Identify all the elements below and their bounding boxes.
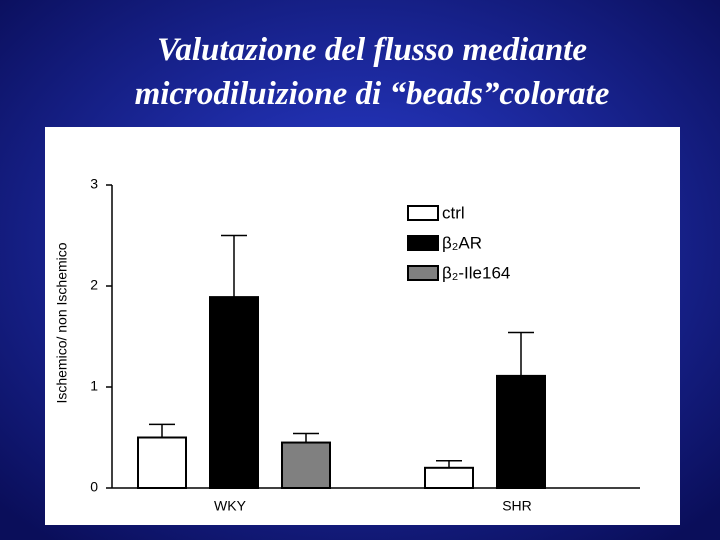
legend-label: β₂-Ile164 (442, 263, 510, 282)
y-axis-label: Ischemico/ non Ischemico (54, 242, 70, 403)
bar (496, 374, 546, 490)
y-tick-label: 3 (90, 176, 98, 192)
y-tick-label: 2 (90, 277, 98, 293)
legend-label: β₂AR (442, 233, 482, 252)
x-tick-label: WKY (214, 498, 247, 514)
bar (281, 441, 331, 489)
bar (424, 466, 474, 489)
error-bar (293, 432, 319, 443)
error-bar (436, 459, 462, 468)
y-tick-label: 0 (90, 479, 98, 495)
error-bar (221, 234, 247, 298)
legend-swatch (407, 205, 439, 221)
legend-label: ctrl (442, 203, 465, 222)
y-tick-label: 1 (90, 378, 98, 394)
plot: 0 1 2 3 WKY SHR ctrl β₂AR β₂-Ile164 (90, 176, 640, 514)
bar (137, 436, 187, 489)
legend-swatch (407, 265, 439, 281)
error-bar (508, 331, 534, 376)
error-bar (149, 423, 175, 438)
x-tick-label: SHR (502, 498, 532, 514)
subtitle: microdiluizione di “beads”colorate (135, 76, 610, 112)
bar (209, 296, 259, 489)
legend-swatch (407, 235, 439, 251)
title: Valutazione del flusso mediante (157, 32, 587, 68)
